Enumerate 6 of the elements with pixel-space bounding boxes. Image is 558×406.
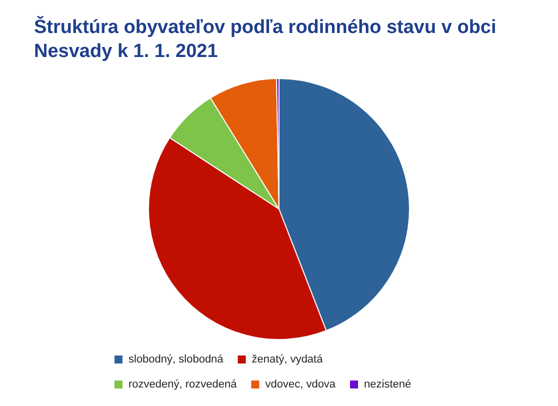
legend-label: nezistené [364,378,412,391]
legend-label: rozvedený, rozvedená [128,378,238,391]
legend-label: slobodný, slobodná [128,354,224,366]
legend-label: ženatý, vydatá [252,354,324,366]
legend-label: vdovec, vdova [265,378,336,391]
chart-title: Štruktúra obyvateľov podľa rodinného stavu v obci Nesvady k 1. 1. 2021 [34,16,498,64]
